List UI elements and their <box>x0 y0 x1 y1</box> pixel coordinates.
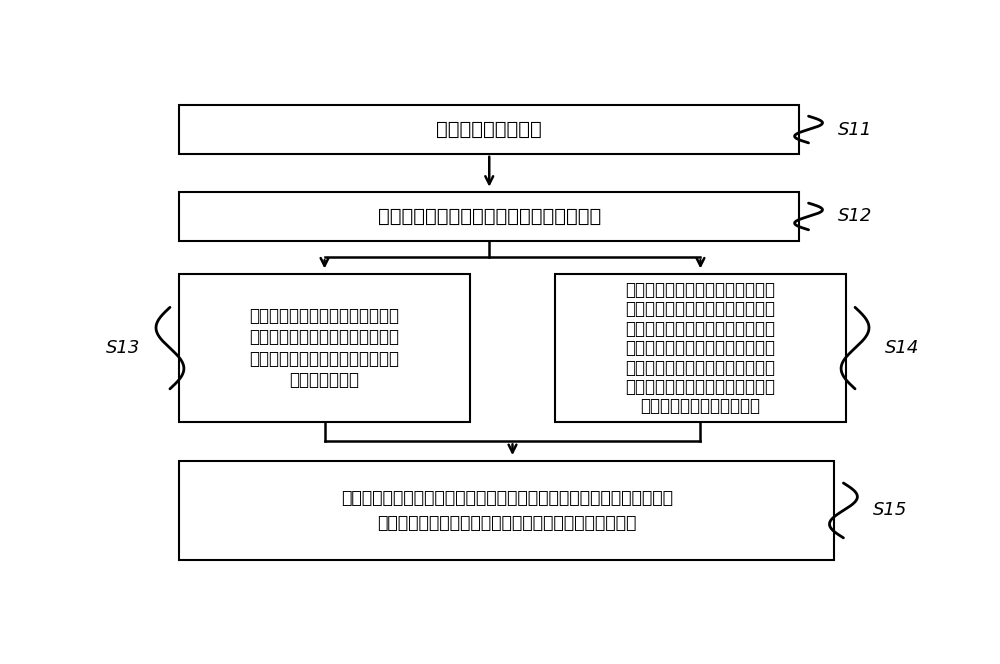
Bar <box>179 461 834 560</box>
Text: 获取至少两种感知技术感知到的车: 获取至少两种感知技术感知到的车 <box>625 281 775 299</box>
Text: 的两侧车道线线型和到两侧车道线: 的两侧车道线线型和到两侧车道线 <box>625 359 775 376</box>
Text: S14: S14 <box>885 339 919 357</box>
Text: 定位车辆的当前位置: 定位车辆的当前位置 <box>436 120 542 139</box>
Text: S11: S11 <box>838 121 872 139</box>
Text: 置点位于各车道的第二概率: 置点位于各车道的第二概率 <box>640 397 760 416</box>
Text: 在当前位置周围随机生成预定数量的位置点: 在当前位置周围随机生成预定数量的位置点 <box>378 207 601 226</box>
Bar <box>179 105 799 154</box>
Bar <box>179 274 470 422</box>
Bar <box>555 274 846 422</box>
Text: 根据位置点的位置、电子地图的误: 根据位置点的位置、电子地图的误 <box>250 307 400 325</box>
Text: 辆所在车道的两侧车道线线型和到: 辆所在车道的两侧车道线线型和到 <box>625 300 775 318</box>
Text: 位置范围，确定每个位置点位于各: 位置范围，确定每个位置点位于各 <box>250 350 400 368</box>
Text: 差和从地图数据中获取的各车道的: 差和从地图数据中获取的各车道的 <box>250 329 400 347</box>
Text: 率，确定所述最终概率最大的车道为所述车辆所在的车道: 率，确定所述最终概率最大的车道为所述车辆所在的车道 <box>377 514 636 533</box>
Text: S15: S15 <box>873 501 907 519</box>
Text: 中获取的每个所述位置点所在车道: 中获取的每个所述位置点所在车道 <box>625 339 775 357</box>
Text: 两侧车道线的距离，与从地图数据: 两侧车道线的距离，与从地图数据 <box>625 319 775 338</box>
Text: 根据所述第一概率和所述第二概率确定各所述位置点位于各车道的最终概: 根据所述第一概率和所述第二概率确定各所述位置点位于各车道的最终概 <box>341 489 673 507</box>
Text: S12: S12 <box>838 207 872 226</box>
Text: 的距离进行匹配，确定每个所述位: 的距离进行匹配，确定每个所述位 <box>625 378 775 396</box>
Text: 车道的第一概率: 车道的第一概率 <box>290 371 360 389</box>
Bar <box>179 192 799 241</box>
Text: S13: S13 <box>106 339 140 357</box>
